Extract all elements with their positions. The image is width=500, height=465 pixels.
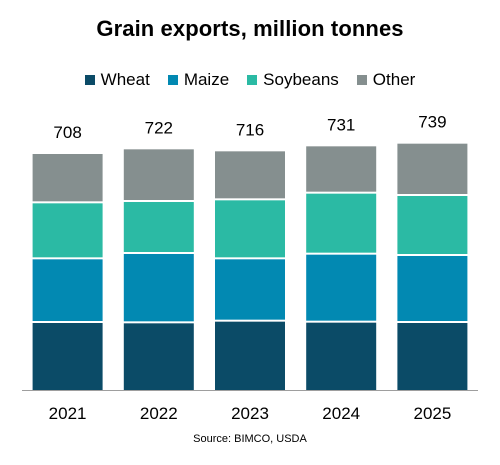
bar-segment-wheat-2023 (215, 321, 285, 390)
bar-segment-maize-2025 (397, 256, 468, 321)
bar-segment-soybeans-2022 (123, 202, 194, 252)
legend-item-soybeans: Soybeans (247, 70, 339, 90)
x-tick-label-2024: 2024 (322, 404, 360, 423)
x-tick-label-2025: 2025 (413, 404, 451, 423)
legend-swatch-soybeans (247, 75, 258, 85)
legend: Wheat Maize Soybeans Other (0, 70, 500, 90)
legend-item-maize: Maize (167, 70, 230, 90)
bar-segment-wheat-2022 (123, 323, 194, 390)
bar-segment-other-2021 (32, 154, 103, 202)
legend-swatch-other (356, 75, 367, 85)
bar-segment-other-2022 (123, 149, 194, 200)
x-tick-label-2021: 2021 (49, 404, 87, 423)
bar-segment-soybeans-2023 (215, 200, 285, 258)
legend-label-soybeans: Soybeans (263, 70, 339, 89)
legend-item-other: Other (356, 70, 416, 90)
bar-segment-wheat-2025 (397, 323, 468, 390)
total-label-2025: 739 (418, 113, 446, 132)
bar-segment-maize-2024 (306, 254, 377, 321)
bar-segment-maize-2023 (215, 259, 285, 320)
total-label-2021: 708 (53, 123, 81, 142)
bar-segment-soybeans-2025 (397, 196, 468, 254)
bar-segment-soybeans-2024 (306, 193, 377, 253)
legend-label-maize: Maize (183, 70, 230, 89)
total-label-2023: 716 (236, 120, 264, 139)
bar-segment-wheat-2024 (306, 322, 377, 390)
bar-segment-other-2025 (397, 143, 468, 194)
total-label-2024: 731 (327, 115, 355, 134)
x-tick-label-2023: 2023 (231, 404, 269, 423)
bar-segment-other-2023 (215, 151, 285, 199)
bar-segment-soybeans-2021 (32, 203, 103, 258)
legend-swatch-maize (167, 75, 178, 85)
bar-segment-other-2024 (306, 146, 377, 192)
total-label-2022: 722 (145, 118, 173, 137)
chart-title: Grain exports, million tonnes (96, 16, 404, 41)
bar-segment-maize-2021 (32, 259, 103, 321)
legend-item-wheat: Wheat (84, 70, 150, 90)
bar-segment-maize-2022 (123, 254, 194, 322)
legend-swatch-wheat (84, 75, 95, 85)
bar-segment-wheat-2021 (32, 323, 103, 390)
legend-label-wheat: Wheat (100, 70, 150, 89)
x-tick-label-2022: 2022 (140, 404, 178, 423)
legend-label-other: Other (372, 70, 416, 89)
source-note: Source: BIMCO, USDA (193, 433, 307, 445)
